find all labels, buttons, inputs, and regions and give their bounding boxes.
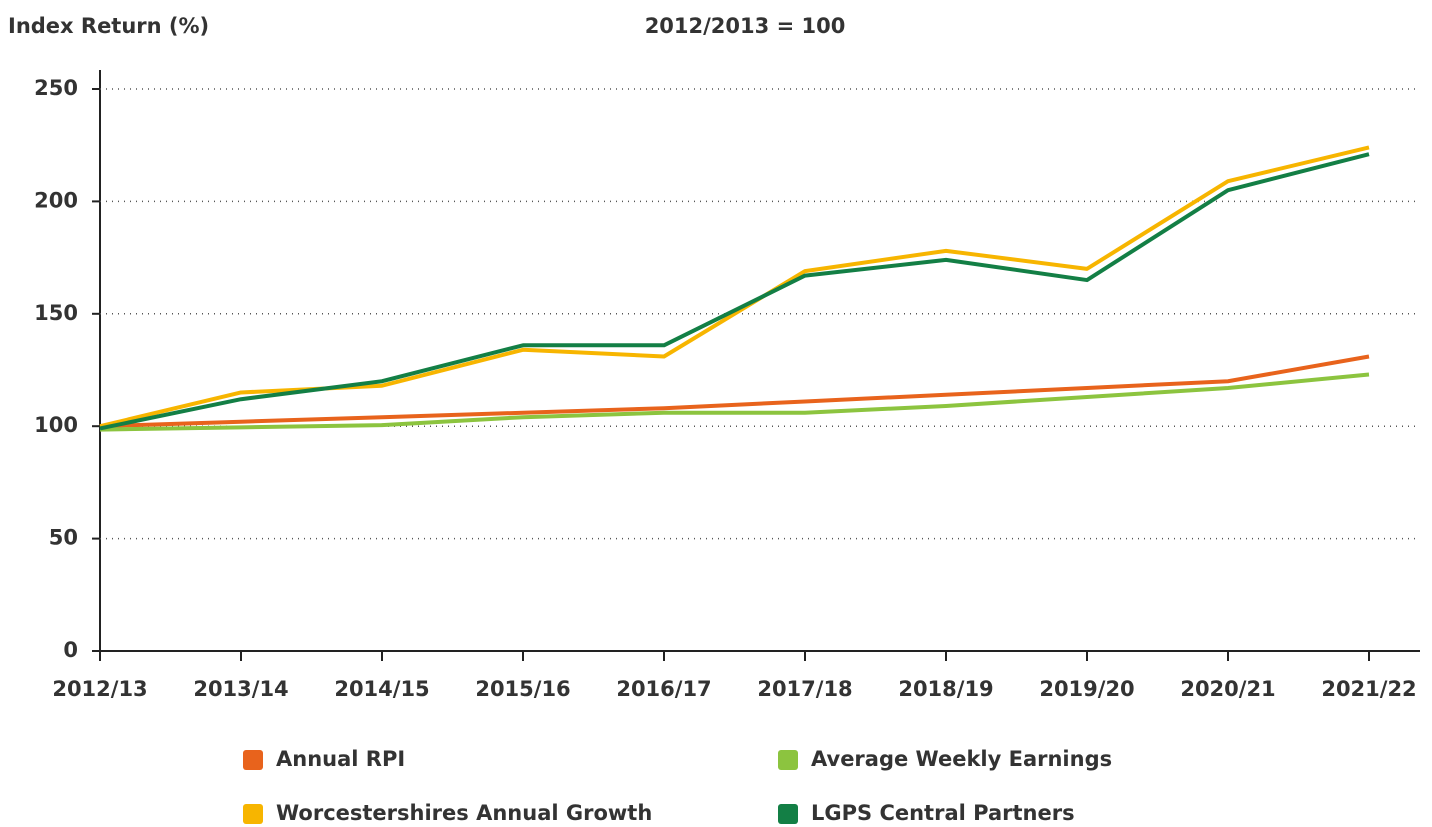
x-tick-label: 2020/21 <box>1180 677 1275 701</box>
x-tick-label: 2016/17 <box>616 677 711 701</box>
x-tick-label: 2021/22 <box>1321 677 1416 701</box>
legend-label: Worcestershires Annual Growth <box>276 801 652 825</box>
legend-swatch <box>243 750 263 770</box>
series-line <box>99 372 1370 432</box>
x-tick-label: 2019/20 <box>1039 677 1134 701</box>
x-tick-label: 2015/16 <box>475 677 570 701</box>
x-tick-label: 2012/13 <box>52 677 147 701</box>
x-tick-label: 2014/15 <box>334 677 429 701</box>
y-tick-label: 250 <box>34 76 78 100</box>
series-line <box>99 354 1370 429</box>
legend-label: Average Weekly Earnings <box>811 747 1112 771</box>
y-tick-label: 0 <box>63 638 78 662</box>
series-line <box>99 152 1370 431</box>
x-tick-label: 2013/14 <box>193 677 288 701</box>
legend-swatch <box>778 804 798 824</box>
x-tick-label: 2018/19 <box>898 677 993 701</box>
legend-swatch <box>243 804 263 824</box>
chart-title: Index Return (%) <box>8 14 209 38</box>
legend-swatch <box>778 750 798 770</box>
y-tick-label: 150 <box>34 301 78 325</box>
y-tick-label: 50 <box>49 526 78 550</box>
chart-subtitle: 2012/2013 = 100 <box>645 14 846 38</box>
y-tick-label: 100 <box>34 413 78 437</box>
legend-label: Annual RPI <box>276 747 405 771</box>
legend-label: LGPS Central Partners <box>811 801 1075 825</box>
y-tick-label: 200 <box>34 188 78 212</box>
x-tick-label: 2017/18 <box>757 677 852 701</box>
